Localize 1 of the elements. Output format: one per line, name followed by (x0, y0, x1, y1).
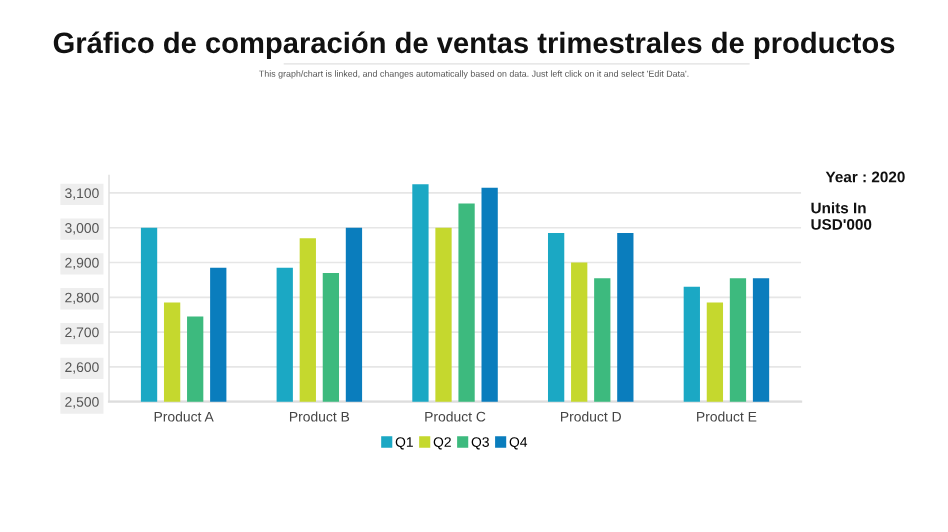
chart-title: Gráfico de comparación de ventas trimestrales de productos (53, 31, 895, 59)
